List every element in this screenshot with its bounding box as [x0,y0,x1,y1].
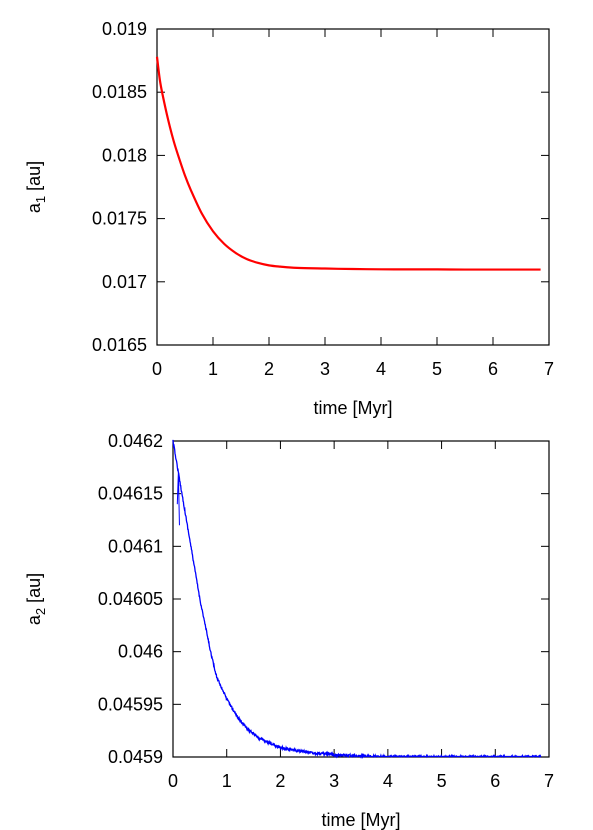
y-tick-label: 0.046 [118,642,163,662]
x-tick-label: 6 [488,359,498,379]
series-spike [176,472,180,526]
x-tick-label: 7 [544,359,554,379]
x-tick-label: 0 [152,359,162,379]
series-line [172,439,542,760]
y-tick-label: 0.0459 [108,747,163,767]
x-tick-label: 6 [490,771,500,791]
y-axis-label: a2 [au] [24,573,48,625]
y-tick-label: 0.017 [102,272,147,292]
y-tick-label: 0.0165 [92,335,147,355]
x-axis-label: time [Myr] [314,398,393,418]
y-tick-label: 0.04615 [98,484,163,504]
y-tick-label: 0.019 [102,19,147,39]
x-tick-label: 4 [376,359,386,379]
x-tick-label: 2 [275,771,285,791]
x-tick-label: 1 [222,771,232,791]
x-tick-label: 7 [544,771,554,791]
y-tick-label: 0.04595 [98,694,163,714]
chart-panel-a2: 0 1 2 3 4 5 6 7 0.0459 0.04595 0.046 0.04605 0.0461 0… [24,431,554,830]
x-tick-label: 3 [320,359,330,379]
chart-panel-a1: 0 1 2 3 4 5 6 7 0.0165 0.017 0.0175 0.018 0.0185 0.01… [24,19,554,418]
x-axis-label: time [Myr] [322,810,401,830]
plot-frame [172,440,550,758]
y-tick-label: 0.0185 [92,82,147,102]
y-tick-label: 0.04605 [98,589,163,609]
y-axis-label: a1 [au] [24,161,48,213]
y-tick-label: 0.018 [102,145,147,165]
x-tick-label: 0 [168,771,178,791]
y-tick-label: 0.0462 [108,431,163,451]
x-tick-label: 1 [208,359,218,379]
y-tick-label: 0.0175 [92,209,147,229]
plot-frame [156,28,550,346]
x-tick-label: 2 [264,359,274,379]
y-tick-label: 0.0461 [108,536,163,556]
x-tick-label: 3 [329,771,339,791]
series-line [155,56,541,271]
x-tick-label: 5 [437,771,447,791]
x-tick-label: 4 [383,771,393,791]
x-tick-label: 5 [432,359,442,379]
